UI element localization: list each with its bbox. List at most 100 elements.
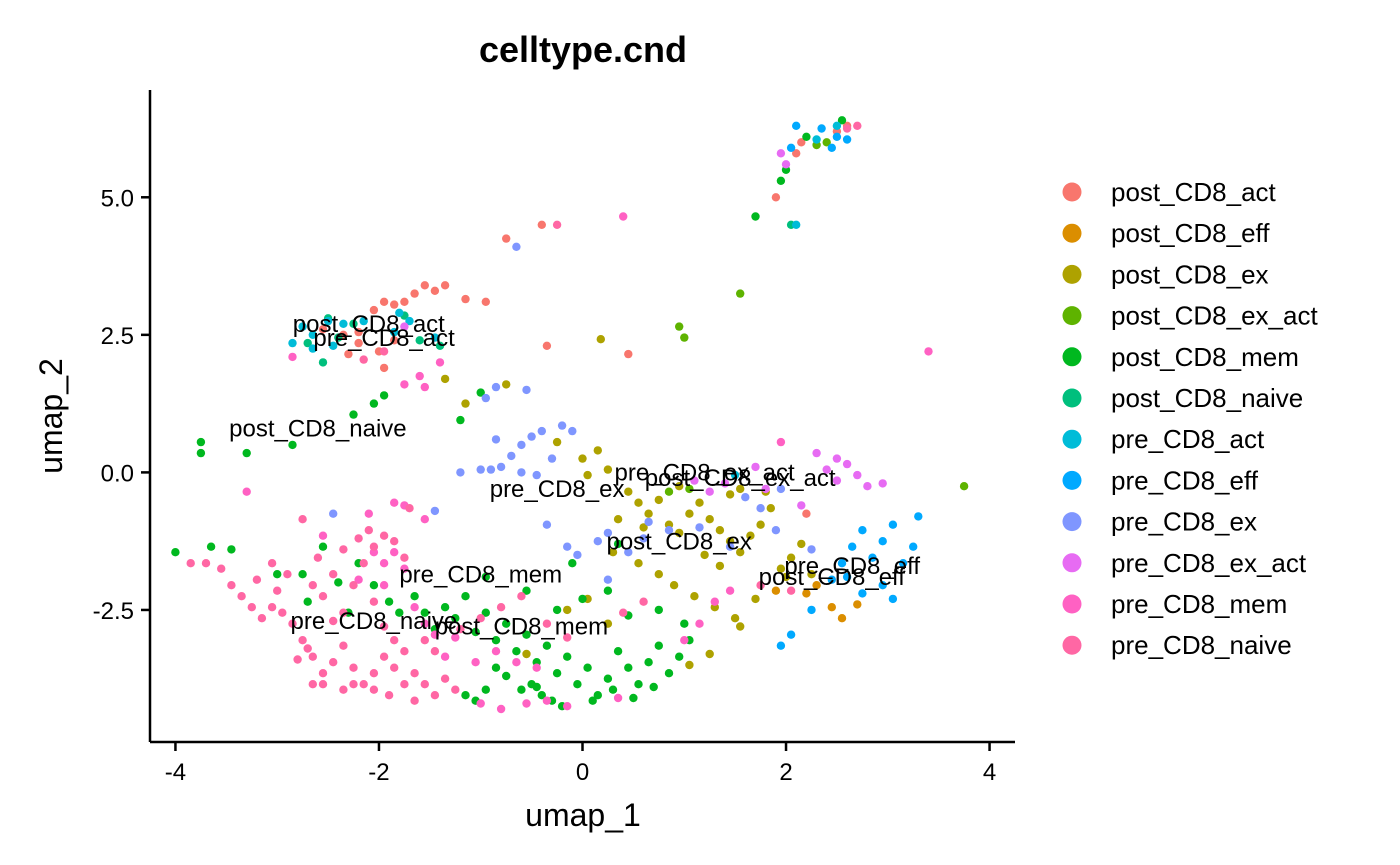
point-post_CD8_act-26 bbox=[390, 336, 399, 345]
x-tick-label-4: 4 bbox=[983, 759, 996, 786]
point-post_CD8_mem-47 bbox=[537, 691, 546, 700]
y-axis-ticks: -2.5 0.0 2.5 5.0 bbox=[93, 185, 150, 625]
cluster-label-post_CD8_naive: post_CD8_naive bbox=[229, 416, 406, 443]
point-post_CD8_mem-65 bbox=[379, 391, 389, 400]
point-pre_CD8_ex_act-16 bbox=[400, 322, 409, 331]
point-pre_CD8_mem-29 bbox=[542, 696, 552, 705]
point-pre_CD8_ex-7 bbox=[517, 440, 526, 450]
point-post_CD8_eff-3 bbox=[837, 614, 847, 623]
point-pre_CD8_naive-75 bbox=[379, 347, 389, 356]
point-post_CD8_mem-75 bbox=[613, 539, 623, 549]
point-post_CD8_ex-22 bbox=[608, 548, 618, 557]
point-post_CD8_act-7 bbox=[410, 289, 419, 298]
point-pre_CD8_mem-25 bbox=[776, 437, 786, 447]
point-pre_CD8_mem-18 bbox=[420, 515, 429, 524]
point-pre_CD8_naive-18 bbox=[369, 669, 379, 678]
point-pre_CD8_mem-24 bbox=[924, 347, 933, 356]
point-pre_CD8_naive-51 bbox=[252, 575, 262, 584]
point-pre_CD8_act-13 bbox=[792, 220, 801, 229]
point-pre_CD8_eff-0 bbox=[827, 575, 836, 584]
point-post_CD8_naive-5 bbox=[415, 336, 424, 345]
point-pre_CD8_ex-13 bbox=[532, 470, 541, 480]
point-pre_CD8_ex-0 bbox=[329, 509, 338, 518]
point-pre_CD8_naive-74 bbox=[563, 633, 572, 642]
point-pre_CD8_ex_act-0 bbox=[812, 448, 821, 458]
point-pre_CD8_naive-10 bbox=[288, 619, 297, 628]
point-post_CD8_mem-31 bbox=[552, 669, 562, 678]
point-post_CD8_mem-17 bbox=[410, 592, 419, 601]
point-post_CD8_ex-12 bbox=[715, 526, 725, 535]
point-post_CD8_mem-20 bbox=[440, 603, 450, 612]
point-post_CD8_ex-31 bbox=[725, 490, 735, 499]
point-post_CD8_ex_act-2 bbox=[736, 289, 745, 298]
point-post_CD8_mem-10 bbox=[318, 542, 328, 551]
point-post_CD8_ex-38 bbox=[685, 660, 694, 670]
point-pre_CD8_mem-5 bbox=[390, 548, 399, 557]
legend-swatch-pre_CD8_eff bbox=[1062, 470, 1082, 490]
point-pre_CD8_act-11 bbox=[430, 333, 440, 342]
point-post_CD8_ex-28 bbox=[730, 614, 740, 623]
point-post_CD8_mem-68 bbox=[456, 415, 465, 425]
point-post_CD8_ex-49 bbox=[675, 482, 684, 491]
point-pre_CD8_naive-13 bbox=[318, 669, 328, 678]
point-post_CD8_ex-24 bbox=[654, 570, 663, 579]
point-post_CD8_mem-62 bbox=[654, 605, 663, 615]
point-post_CD8_ex-9 bbox=[685, 509, 694, 518]
point-pre_CD8_naive-19 bbox=[379, 652, 389, 661]
point-pre_CD8_eff-21 bbox=[827, 143, 836, 152]
point-pre_CD8_mem-26 bbox=[476, 699, 485, 708]
point-post_CD8_act-19 bbox=[624, 349, 633, 359]
point-pre_CD8_naive-46 bbox=[339, 685, 348, 694]
point-post_CD8_ex-11 bbox=[705, 515, 714, 524]
point-pre_CD8_naive-58 bbox=[298, 515, 307, 524]
point-pre_CD8_ex-11 bbox=[568, 426, 577, 436]
point-post_CD8_mem-35 bbox=[593, 691, 602, 700]
point-post_CD8_mem-25 bbox=[491, 636, 501, 645]
point-post_CD8_ex-48 bbox=[639, 523, 648, 532]
cluster-label-post_CD8_ex: post_CD8_ex bbox=[606, 528, 751, 555]
point-post_CD8_ex-41 bbox=[781, 572, 791, 582]
y-tick-label-3: 5.0 bbox=[101, 185, 134, 212]
point-pre_CD8_mem-6 bbox=[400, 564, 409, 573]
point-post_CD8_ex-20 bbox=[797, 539, 806, 549]
point-post_CD8_act-16 bbox=[537, 220, 546, 229]
point-pre_CD8_ex_act-12 bbox=[797, 501, 806, 510]
point-post_CD8_ex-43 bbox=[440, 374, 450, 384]
point-pre_CD8_naive-21 bbox=[400, 680, 409, 689]
point-pre_CD8_naive-63 bbox=[517, 592, 526, 601]
point-pre_CD8_naive-34 bbox=[379, 531, 389, 540]
point-post_CD8_ex-17 bbox=[766, 504, 775, 513]
point-pre_CD8_naive-39 bbox=[379, 622, 389, 631]
point-pre_CD8_naive-8 bbox=[273, 586, 282, 595]
legend-swatch-post_CD8_eff bbox=[1062, 223, 1082, 243]
point-post_CD8_mem-24 bbox=[481, 608, 490, 617]
point-post_CD8_mem-41 bbox=[654, 641, 663, 650]
point-pre_CD8_mem-38 bbox=[364, 509, 373, 518]
point-post_CD8_naive-3 bbox=[349, 319, 358, 328]
point-pre_CD8_naive-52 bbox=[267, 559, 277, 568]
y-tick-label-1: 0.0 bbox=[101, 460, 134, 487]
point-pre_CD8_naive-27 bbox=[308, 581, 317, 590]
point-pre_CD8_act-1 bbox=[298, 322, 307, 331]
legend-swatch-pre_CD8_ex bbox=[1062, 512, 1082, 532]
point-post_CD8_mem-76 bbox=[481, 572, 490, 582]
cluster-label-pre_CD8_mem: pre_CD8_mem bbox=[399, 561, 562, 588]
point-pre_CD8_ex_act-15 bbox=[690, 476, 699, 485]
point-post_CD8_mem-30 bbox=[542, 641, 552, 650]
point-pre_CD8_ex_act-10 bbox=[751, 462, 760, 472]
point-pre_CD8_naive-30 bbox=[339, 608, 348, 617]
point-post_CD8_ex-19 bbox=[786, 553, 796, 562]
cluster-label-pre_CD8_act: pre_CD8_act bbox=[313, 325, 455, 352]
point-pre_CD8_ex-20 bbox=[542, 520, 552, 529]
point-pre_CD8_naive-44 bbox=[308, 680, 317, 689]
point-pre_CD8_ex-22 bbox=[573, 550, 582, 560]
point-post_CD8_naive-2 bbox=[334, 333, 343, 342]
point-pre_CD8_naive-7 bbox=[267, 603, 277, 612]
point-pre_CD8_naive-50 bbox=[410, 696, 419, 705]
point-post_CD8_ex-16 bbox=[756, 520, 765, 529]
point-pre_CD8_ex-33 bbox=[771, 526, 781, 535]
point-pre_CD8_ex-9 bbox=[537, 426, 546, 436]
point-pre_CD8_ex-27 bbox=[664, 526, 674, 535]
point-pre_CD8_naive-45 bbox=[318, 680, 328, 689]
point-pre_CD8_ex-14 bbox=[517, 468, 526, 477]
